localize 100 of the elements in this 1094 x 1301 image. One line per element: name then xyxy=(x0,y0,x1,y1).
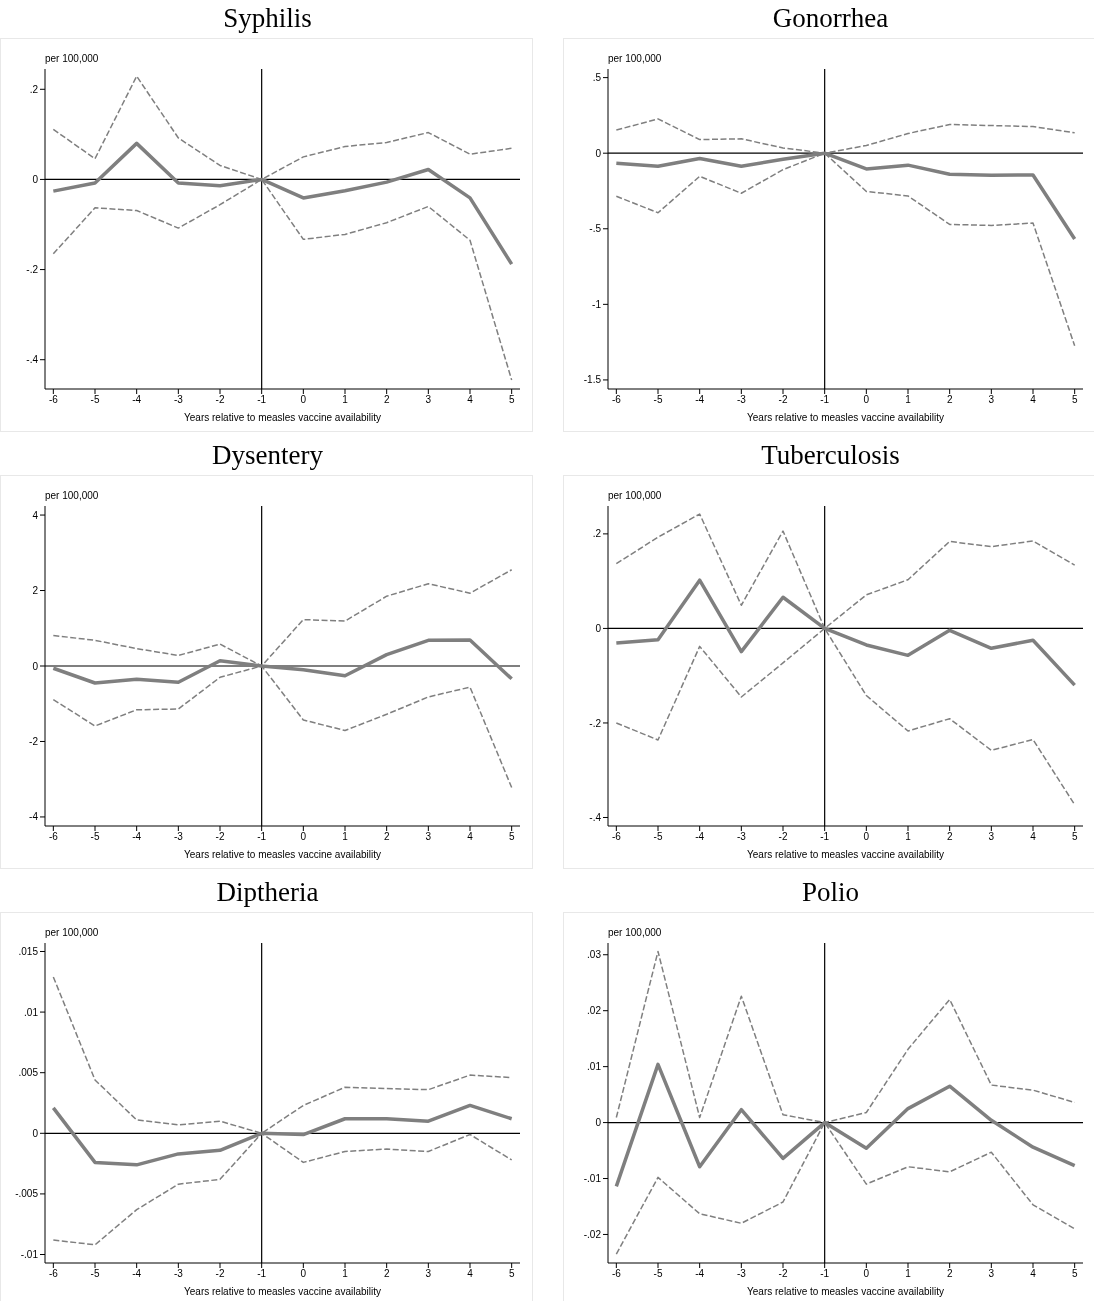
y-tick-label: .03 xyxy=(587,949,602,961)
x-tick-label: 2 xyxy=(383,1268,390,1280)
x-tick-label: -1 xyxy=(820,394,830,406)
x-tick-label: -5 xyxy=(90,1268,100,1280)
x-tick-label: -2 xyxy=(215,1268,225,1280)
x-tick-label: 4 xyxy=(467,831,474,843)
x-tick-label: 4 xyxy=(1030,1268,1037,1280)
x-tick-label: -3 xyxy=(736,831,747,843)
x-tick-label: -3 xyxy=(736,394,747,406)
x-tick-label: -5 xyxy=(90,831,100,843)
x-tick-label: 0 xyxy=(863,1268,870,1280)
y-axis-title: per 100,000 xyxy=(608,927,662,938)
x-tick-label: -5 xyxy=(653,1268,663,1280)
y-axis-title: per 100,000 xyxy=(608,53,662,64)
x-tick-label: 1 xyxy=(342,394,349,406)
y-tick-label: -4 xyxy=(29,811,39,823)
chart-title: Dysentery xyxy=(211,439,324,472)
x-tick-label: -1 xyxy=(257,394,267,406)
x-tick-label: -6 xyxy=(611,831,622,843)
y-tick-label: .5 xyxy=(592,72,602,84)
x-tick-label: 5 xyxy=(508,1268,515,1280)
x-tick-label: 0 xyxy=(300,394,307,406)
x-tick-label: 2 xyxy=(946,1268,953,1280)
x-tick-label: -4 xyxy=(132,394,142,406)
y-tick-label: -.02 xyxy=(583,1229,602,1241)
x-tick-label: 0 xyxy=(300,1268,307,1280)
x-tick-label: -3 xyxy=(173,394,184,406)
x-tick-label: 3 xyxy=(425,831,432,843)
x-tick-label: -4 xyxy=(695,1268,705,1280)
y-tick-label: -.2 xyxy=(26,264,39,276)
x-tick-label: -4 xyxy=(695,831,705,843)
y-axis-title: per 100,000 xyxy=(45,490,99,501)
x-tick-label: -4 xyxy=(132,831,142,843)
x-tick-label: 0 xyxy=(863,394,870,406)
x-axis-title: Years relative to measles vaccine availability xyxy=(747,412,944,423)
chart-title: Polio xyxy=(801,876,860,909)
y-tick-label: -.01 xyxy=(583,1173,602,1185)
y-tick-label: .02 xyxy=(587,1005,602,1017)
y-tick-label: .01 xyxy=(587,1061,602,1073)
y-tick-label: -.4 xyxy=(26,354,39,366)
y-tick-label: 0 xyxy=(32,1127,39,1139)
y-tick-label: 0 xyxy=(595,147,602,159)
x-tick-label: 1 xyxy=(905,1268,912,1280)
y-axis-title: per 100,000 xyxy=(45,927,99,938)
x-tick-label: 2 xyxy=(383,394,390,406)
x-tick-label: 4 xyxy=(1030,831,1037,843)
x-tick-label: 3 xyxy=(425,1268,432,1280)
y-tick-label: 2 xyxy=(32,585,39,597)
x-tick-label: 1 xyxy=(905,394,912,406)
x-tick-label: 1 xyxy=(342,831,349,843)
x-axis-title: Years relative to measles vaccine availability xyxy=(747,849,944,860)
y-tick-label: -.01 xyxy=(20,1249,39,1261)
x-tick-label: -6 xyxy=(611,1268,622,1280)
x-tick-label: 5 xyxy=(508,394,515,406)
chart-title: Syphilis xyxy=(222,2,313,35)
y-axis-title: per 100,000 xyxy=(608,490,662,501)
y-tick-label: .2 xyxy=(592,528,602,540)
x-tick-label: 0 xyxy=(863,831,870,843)
chart-title: Tuberculosis xyxy=(760,439,901,472)
x-tick-label: -2 xyxy=(215,394,225,406)
x-tick-label: -6 xyxy=(48,1268,59,1280)
x-axis-title: Years relative to measles vaccine availability xyxy=(184,412,381,423)
chart-title: Diptheria xyxy=(215,876,320,909)
x-tick-label: 2 xyxy=(946,394,953,406)
x-tick-label: 5 xyxy=(1071,1268,1078,1280)
x-tick-label: 5 xyxy=(1071,831,1078,843)
x-tick-label: -2 xyxy=(778,831,788,843)
x-tick-label: -2 xyxy=(778,394,788,406)
y-axis-title: per 100,000 xyxy=(45,53,99,64)
x-tick-label: 0 xyxy=(300,831,307,843)
x-tick-label: -6 xyxy=(48,831,59,843)
x-tick-label: -4 xyxy=(132,1268,142,1280)
x-tick-label: -2 xyxy=(215,831,225,843)
y-tick-label: 0 xyxy=(595,1117,602,1129)
y-tick-label: .2 xyxy=(29,83,39,95)
x-tick-label: 3 xyxy=(988,394,995,406)
x-tick-label: -1 xyxy=(820,1268,830,1280)
x-tick-label: -5 xyxy=(653,831,663,843)
x-tick-label: -4 xyxy=(695,394,705,406)
x-axis-title: Years relative to measles vaccine availability xyxy=(184,1286,381,1297)
x-tick-label: 3 xyxy=(988,831,995,843)
x-axis-title: Years relative to measles vaccine availability xyxy=(184,849,381,860)
y-tick-label: 4 xyxy=(32,509,39,521)
x-tick-label: -1 xyxy=(820,831,830,843)
x-tick-label: -3 xyxy=(173,1268,184,1280)
y-tick-label: -.4 xyxy=(589,812,602,824)
y-tick-label: 0 xyxy=(595,622,602,634)
x-tick-label: 4 xyxy=(467,394,474,406)
y-tick-label: -.5 xyxy=(589,223,602,235)
x-tick-label: -1 xyxy=(257,1268,267,1280)
x-tick-label: -5 xyxy=(90,394,100,406)
x-tick-label: 1 xyxy=(905,831,912,843)
x-tick-label: -1 xyxy=(257,831,267,843)
x-tick-label: 3 xyxy=(988,1268,995,1280)
x-tick-label: -6 xyxy=(48,394,59,406)
x-tick-label: 2 xyxy=(383,831,390,843)
chart-title: Gonorrhea xyxy=(771,2,890,35)
y-tick-label: -2 xyxy=(29,736,39,748)
x-tick-label: -2 xyxy=(778,1268,788,1280)
x-tick-label: -3 xyxy=(173,831,184,843)
